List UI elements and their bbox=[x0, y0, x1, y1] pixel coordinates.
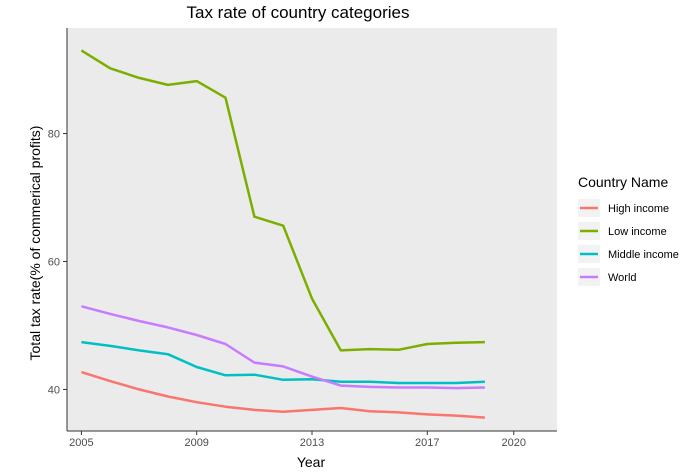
x-tick-label: 2009 bbox=[184, 437, 208, 449]
series-lines bbox=[80, 49, 485, 419]
series-line-high-income bbox=[81, 370, 485, 419]
chart-title: Tax rate of country categories bbox=[186, 3, 409, 22]
legend-item-low-income: Low income bbox=[578, 222, 667, 240]
legend: High income Low income Middle income World bbox=[578, 199, 679, 286]
y-axis-title: Total tax rate(% of commerical profits) bbox=[27, 126, 43, 361]
legend-item-high-income: High income bbox=[578, 199, 669, 217]
plot-panel bbox=[67, 28, 557, 431]
y-tick-label: 60 bbox=[48, 256, 60, 268]
x-axis: 2005 2009 2013 2017 2020 bbox=[67, 430, 557, 449]
series-line-low-income bbox=[80, 49, 485, 352]
y-axis: 40 60 80 bbox=[48, 28, 68, 431]
x-tick-label: 2017 bbox=[415, 437, 439, 449]
legend-label: Middle income bbox=[608, 249, 679, 261]
legend-item-world: World bbox=[578, 268, 637, 286]
x-tick-label: 2005 bbox=[69, 437, 93, 449]
legend-label: World bbox=[608, 272, 637, 284]
series-line-middle-income bbox=[81, 340, 485, 385]
y-tick-label: 80 bbox=[48, 129, 60, 141]
legend-label: High income bbox=[608, 203, 669, 215]
x-axis-title: Year bbox=[297, 454, 326, 470]
y-tick-label: 40 bbox=[48, 384, 60, 396]
legend-item-middle-income: Middle income bbox=[578, 245, 679, 263]
series-line-world bbox=[81, 305, 485, 390]
legend-label: Low income bbox=[608, 226, 667, 238]
legend-title: Country Name bbox=[578, 174, 668, 190]
x-tick-label: 2020 bbox=[502, 437, 526, 449]
x-tick-label: 2013 bbox=[300, 437, 324, 449]
